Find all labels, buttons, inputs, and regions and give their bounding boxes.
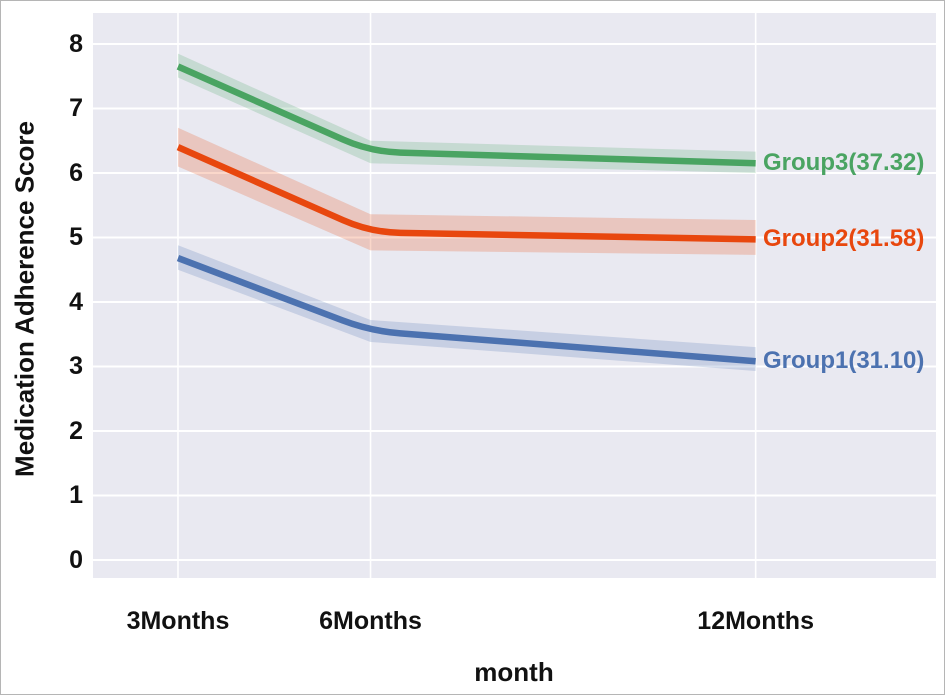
y-tick-label: 4: [69, 287, 83, 316]
x-tick-label: 3Months: [126, 607, 230, 635]
y-tick-label: 2: [69, 416, 83, 445]
y-tick-label: 8: [69, 29, 83, 58]
series-group2-ci-band: [177, 127, 756, 255]
y-tick-label: 1: [69, 481, 83, 510]
y-tick-label: 0: [69, 545, 83, 574]
x-tick-label: 6Months: [319, 607, 422, 635]
gridlines: [93, 13, 936, 578]
series-group3: [176, 53, 756, 173]
series-group2-line: [176, 144, 756, 243]
y-tick-label: 5: [69, 223, 83, 252]
series-group1-ci-band: [177, 245, 756, 371]
x-tick-label: 12Months: [697, 607, 814, 635]
legend-label-group2: Group2(31.58): [763, 225, 925, 253]
y-tick-label: 6: [69, 158, 83, 187]
legend-label-group1: Group1(31.10): [763, 347, 925, 375]
series-group1: [176, 245, 756, 371]
y-tick-label: 3: [69, 352, 83, 381]
x-axis-title: month: [474, 657, 554, 687]
series-group1-line: [176, 255, 756, 365]
y-tick-label: 7: [69, 94, 83, 123]
plot-background: [93, 13, 936, 578]
series-group3-line: [176, 63, 756, 167]
legend-label-group3: Group3(37.32): [763, 149, 925, 177]
series-group2: [176, 127, 756, 255]
